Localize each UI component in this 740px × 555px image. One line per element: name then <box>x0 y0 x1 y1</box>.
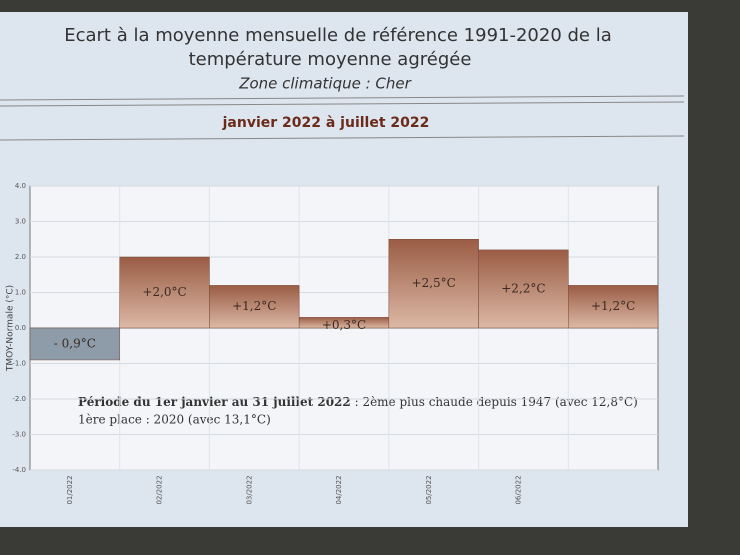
subtitle: Zone climatique : Cher <box>238 75 411 93</box>
rule <box>0 101 685 107</box>
y-tick-label: 3.0 <box>15 218 26 226</box>
y-tick-label: -3.0 <box>12 431 26 439</box>
value-label: +0,3°C <box>322 318 366 332</box>
annotation: Période du 1er janvier au 31 juillet 202… <box>78 395 638 409</box>
annotation: 1ère place : 2020 (avec 13,1°C) <box>78 413 271 427</box>
x-tick-label: 03/2022 <box>245 475 253 504</box>
x-tick-label: 06/2022 <box>515 475 523 504</box>
y-axis-label: TMOY-Normale (°C) <box>6 285 16 372</box>
value-label: +1,2°C <box>591 299 635 313</box>
rule <box>0 135 685 141</box>
annotation-bold: Période du 1er janvier au 31 juillet 202… <box>78 395 351 409</box>
chart-title: température moyenne agrégée <box>189 49 472 70</box>
bar <box>119 256 210 329</box>
rule <box>0 95 685 101</box>
y-tick-label: 2.0 <box>15 253 26 261</box>
bar <box>209 285 300 329</box>
x-tick-label: 02/2022 <box>156 475 164 504</box>
y-tick-label: 4.0 <box>15 182 26 190</box>
chart-title: Ecart à la moyenne mensuelle de référenc… <box>64 25 612 46</box>
value-label: +1,2°C <box>232 299 276 313</box>
y-tick-label: -1.0 <box>12 360 26 368</box>
bar <box>568 285 659 329</box>
bar <box>478 249 569 329</box>
value-label: +2,0°C <box>142 285 186 299</box>
y-tick-label: -4.0 <box>12 466 26 474</box>
period: janvier 2022 à juillet 2022 <box>222 115 430 131</box>
x-tick-label: 04/2022 <box>335 475 343 504</box>
bar <box>29 327 120 361</box>
value-label: - 0,9°C <box>54 336 96 350</box>
y-tick-label: 1.0 <box>15 289 26 297</box>
annotation-text: : 2ème plus chaude depuis 1947 (avec 12,… <box>351 395 638 409</box>
value-label: +2,5°C <box>412 276 456 290</box>
y-tick-label: -2.0 <box>12 395 26 403</box>
value-label: +2,2°C <box>501 281 545 295</box>
x-tick-label: 01/2022 <box>66 475 74 504</box>
x-tick-label: 05/2022 <box>425 475 433 504</box>
y-tick-label: 0.0 <box>15 324 26 332</box>
